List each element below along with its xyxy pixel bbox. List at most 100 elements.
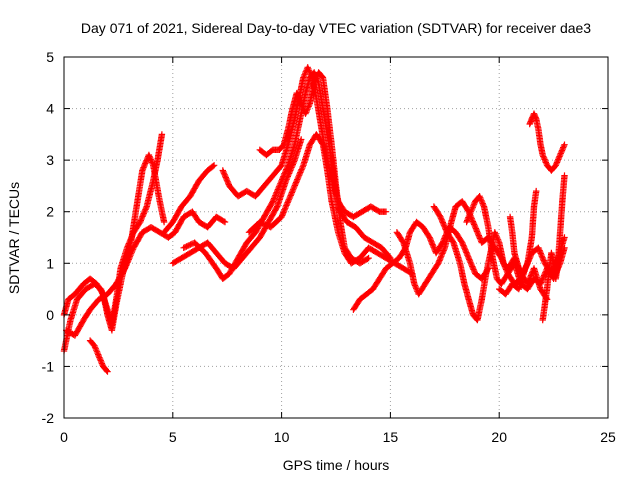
y-axis-label: SDTVAR / TECUs (6, 182, 22, 294)
y-tick-label: 2 (46, 204, 54, 220)
data-point (147, 156, 154, 163)
data-point (364, 255, 371, 263)
data-point (491, 229, 498, 236)
data-point (124, 257, 132, 265)
data-point (465, 212, 473, 220)
data-point (468, 207, 475, 214)
x-axis-label: GPS time / hours (283, 457, 390, 473)
data-point (536, 248, 544, 256)
data-point (552, 162, 559, 169)
plot-frame (63, 56, 609, 419)
y-tick-label: 3 (46, 152, 54, 168)
data-point (523, 261, 531, 268)
data-point (308, 73, 315, 80)
x-tick-label: 25 (600, 429, 616, 445)
series-sat-r (496, 234, 568, 298)
y-tick-label: 4 (46, 101, 54, 117)
data-point (411, 280, 418, 288)
data-point (122, 263, 129, 271)
series-sat-e (160, 162, 218, 236)
data-point (553, 257, 560, 265)
data-point (538, 251, 545, 258)
data-point (541, 156, 548, 163)
data-point (532, 114, 539, 121)
grid-lines (64, 57, 608, 418)
y-tick-label: 5 (46, 49, 54, 65)
x-tick-label: 20 (491, 429, 507, 445)
series-sat-j (245, 131, 416, 277)
data-point (556, 151, 564, 159)
data-point (557, 150, 564, 157)
data-point (480, 201, 487, 209)
data-point (311, 79, 318, 86)
data-point (298, 166, 305, 173)
data-point (533, 187, 540, 195)
data-point (554, 157, 561, 165)
data-point (525, 258, 532, 265)
data-point (561, 141, 568, 148)
data-point (158, 131, 166, 138)
data-point (274, 187, 281, 195)
data-point (256, 218, 263, 226)
data-point (318, 140, 326, 147)
data-point (96, 354, 103, 361)
data-point (285, 197, 292, 205)
data-point (95, 351, 102, 358)
x-tick-label: 0 (60, 429, 68, 445)
data-point (181, 244, 189, 251)
data-point (160, 218, 168, 226)
data-point (92, 345, 99, 352)
y-tick-label: 1 (46, 255, 54, 271)
data-point (540, 272, 548, 279)
data-point (221, 218, 229, 226)
data-point (540, 153, 547, 160)
series-sat-i (256, 69, 372, 267)
data-point (559, 145, 566, 153)
data-point (209, 163, 217, 170)
data-point (305, 65, 312, 72)
data-point (539, 255, 547, 263)
data-point (526, 254, 534, 261)
data-point (477, 194, 484, 201)
y-tick-label: -2 (42, 410, 55, 426)
data-point (552, 260, 559, 267)
data-point (220, 218, 227, 225)
data-point (537, 279, 545, 286)
data-point (269, 199, 276, 206)
data-point (561, 172, 568, 179)
data-points (60, 64, 568, 375)
data-point (97, 357, 104, 364)
data-point (539, 276, 546, 283)
data-point (276, 182, 283, 189)
x-tick-label: 5 (169, 429, 177, 445)
series-sat-d (63, 208, 229, 339)
data-point (555, 156, 562, 163)
data-point (382, 208, 390, 215)
data-point (298, 136, 305, 143)
series-sat-c (86, 337, 111, 375)
data-point (549, 267, 556, 274)
data-point (522, 265, 529, 272)
data-point (290, 158, 298, 165)
series-sat-k (350, 218, 492, 313)
data-point (542, 159, 549, 166)
chart-title: Day 071 of 2021, Sidereal Day-to-day VTE… (81, 20, 591, 36)
data-point (550, 264, 557, 272)
data-point (561, 234, 568, 241)
data-point (103, 367, 110, 374)
data-point (494, 235, 501, 242)
y-tick-label: -1 (42, 358, 55, 374)
data-point (293, 89, 300, 97)
data-point (104, 368, 111, 375)
axis-ticks: 0 5 10 15 20 25 -2 -1 0 1 2 3 4 5 (42, 49, 616, 445)
data-point (270, 195, 278, 202)
y-tick-label: 0 (46, 307, 54, 323)
data-point (560, 144, 567, 151)
data-point (123, 262, 130, 269)
x-tick-label: 10 (274, 429, 290, 445)
data-point (305, 103, 312, 110)
series-sat-p (526, 110, 568, 174)
x-tick-label: 15 (383, 429, 399, 445)
data-point (93, 347, 100, 354)
